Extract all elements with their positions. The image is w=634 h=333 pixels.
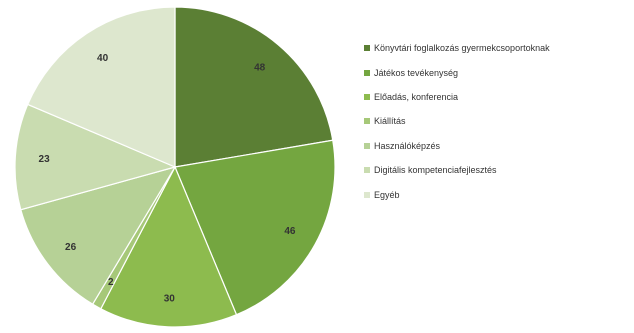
legend-item-4: Kiállítás (364, 109, 550, 133)
legend-item-2: Játékos tevékenység (364, 60, 550, 84)
pie-slice-1 (174, 6, 334, 168)
legend-item-5: Használóképzés (364, 134, 550, 158)
legend-item-3: Előadás, konferencia (364, 85, 550, 109)
legend-swatch (364, 45, 370, 52)
pie-slice-7 (26, 6, 176, 168)
legend-item-1: Könyvtári foglalkozás gyermekcsoportokna… (364, 36, 550, 60)
legend-label: Egyéb (374, 189, 400, 200)
legend-label: Előadás, konferencia (374, 91, 459, 102)
data-label-4: 2 (108, 277, 114, 288)
data-labels: 48 46 30 2 26 23 40 (39, 53, 296, 305)
legend-item-7: Egyéb (364, 182, 550, 206)
legend-swatch (364, 69, 370, 76)
pie-slice-6 (14, 103, 177, 211)
data-label-5: 26 (65, 242, 77, 253)
legend-swatch (364, 191, 370, 198)
legend-item-6: Digitális kompetenciafejlesztés (364, 158, 550, 182)
legend-label: Használóképzés (374, 140, 441, 151)
pie-slices (14, 6, 336, 328)
legend-swatch (364, 167, 370, 174)
legend-label: Könyvtári foglalkozás gyermekcsoportokna… (374, 43, 550, 54)
data-label-1: 48 (254, 62, 266, 73)
legend-label: Játékos tevékenység (374, 67, 459, 78)
legend-label: Digitális kompetenciafejlesztés (374, 165, 497, 176)
data-label-6: 23 (39, 154, 51, 165)
legend-swatch (364, 118, 370, 125)
legend-swatch (364, 142, 370, 149)
pie-slice-5 (20, 166, 177, 306)
legend-label: Kiállítás (374, 116, 406, 127)
data-label-3: 30 (164, 294, 176, 305)
legend: Könyvtári foglalkozás gyermekcsoportokna… (364, 36, 550, 207)
pie-slice-2 (174, 139, 336, 316)
data-label-2: 46 (284, 226, 296, 237)
data-label-7: 40 (97, 53, 109, 64)
pie-slice-3 (99, 165, 238, 328)
legend-swatch (364, 93, 370, 100)
